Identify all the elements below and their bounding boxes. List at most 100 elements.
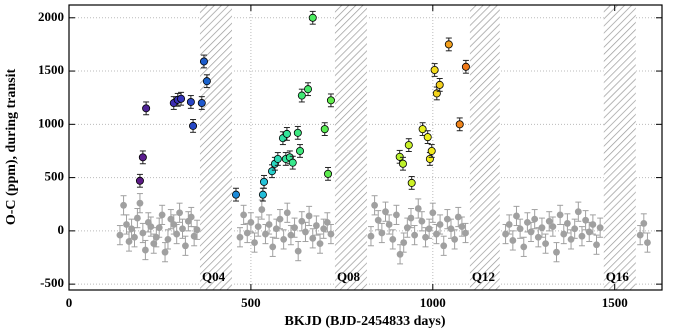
y-tick-label: 1000	[38, 115, 64, 130]
data-point	[197, 99, 206, 108]
y-axis-label: O-C (ppm), during transit	[4, 68, 19, 225]
data-point	[247, 218, 255, 226]
data-point	[251, 239, 258, 246]
y-tick-label: -500	[40, 275, 64, 290]
data-point	[269, 243, 277, 251]
data-point	[564, 220, 571, 227]
data-point	[282, 129, 291, 138]
data-point	[398, 159, 407, 168]
data-point	[462, 229, 469, 237]
data-point	[320, 125, 329, 134]
y-tick-label: 500	[45, 169, 65, 184]
data-point	[444, 40, 453, 49]
data-point	[447, 225, 455, 233]
data-point	[443, 215, 451, 223]
data-point	[407, 214, 415, 222]
data-point	[422, 233, 429, 241]
x-axis-label: BKJD (BJD-2454833 days)	[284, 314, 445, 329]
data-point	[378, 229, 386, 237]
data-point	[425, 154, 434, 163]
data-point	[320, 225, 328, 233]
data-point	[418, 125, 427, 134]
data-point	[411, 231, 419, 239]
data-point	[304, 85, 313, 94]
data-point	[231, 190, 240, 199]
data-point	[395, 152, 404, 161]
data-point	[116, 231, 124, 239]
data-point	[293, 128, 302, 137]
x-tick-label: 1000	[420, 295, 446, 310]
data-point	[173, 230, 181, 238]
data-point	[254, 223, 262, 231]
data-point	[258, 190, 267, 199]
data-point	[578, 232, 586, 240]
data-point	[574, 208, 582, 216]
x-tick-label: 500	[241, 295, 261, 310]
data-point	[147, 223, 155, 231]
data-point	[142, 104, 151, 113]
data-point	[414, 205, 422, 212]
data-point	[374, 216, 382, 224]
data-point	[385, 221, 393, 228]
data-point	[418, 217, 426, 225]
data-point	[291, 224, 298, 232]
data-point	[429, 209, 437, 217]
data-point	[298, 217, 306, 225]
data-point	[505, 221, 513, 228]
data-point	[259, 177, 268, 186]
data-point	[236, 233, 244, 241]
data-point	[502, 230, 509, 238]
data-point	[150, 240, 158, 248]
data-point	[305, 212, 313, 220]
data-point	[265, 221, 273, 228]
data-point	[425, 225, 433, 233]
data-point	[135, 176, 144, 185]
data-point	[186, 97, 195, 106]
data-point	[455, 120, 464, 129]
data-point	[177, 94, 186, 103]
data-point	[141, 246, 149, 254]
shaded-region	[199, 5, 232, 290]
y-tick-label: 1500	[38, 62, 64, 77]
data-point	[435, 80, 444, 89]
data-point	[545, 217, 553, 225]
data-point	[404, 141, 413, 150]
data-point	[280, 235, 288, 243]
data-point	[243, 229, 251, 237]
region-label: Q16	[606, 269, 630, 284]
y-tick-label: 0	[58, 222, 65, 237]
data-point	[371, 201, 378, 209]
plot-frame	[68, 4, 663, 291]
data-point	[258, 206, 266, 213]
data-point	[312, 222, 320, 229]
data-point	[326, 96, 335, 105]
data-point	[316, 240, 324, 248]
data-point	[193, 226, 201, 234]
shaded-region	[603, 5, 636, 290]
data-point	[273, 154, 282, 163]
data-point	[538, 224, 546, 232]
data-point	[324, 169, 333, 178]
data-point	[382, 208, 389, 216]
data-point	[139, 229, 147, 237]
data-point	[458, 223, 466, 231]
data-point	[560, 230, 568, 238]
data-point	[131, 233, 138, 241]
data-point	[556, 211, 564, 219]
data-point	[589, 221, 597, 228]
data-point	[403, 224, 411, 232]
region-label: Q08	[337, 269, 361, 284]
data-point	[523, 218, 531, 226]
data-point	[509, 237, 517, 244]
shaded-regions: Q04 Q08 Q12 Q16	[199, 5, 636, 290]
data-point	[133, 214, 141, 222]
data-point	[389, 235, 397, 243]
data-point	[123, 221, 130, 228]
data-point	[430, 65, 439, 74]
data-point	[182, 242, 189, 250]
x-tick-label: 1500	[602, 295, 628, 310]
data-point	[516, 225, 524, 233]
data-point	[440, 242, 448, 250]
